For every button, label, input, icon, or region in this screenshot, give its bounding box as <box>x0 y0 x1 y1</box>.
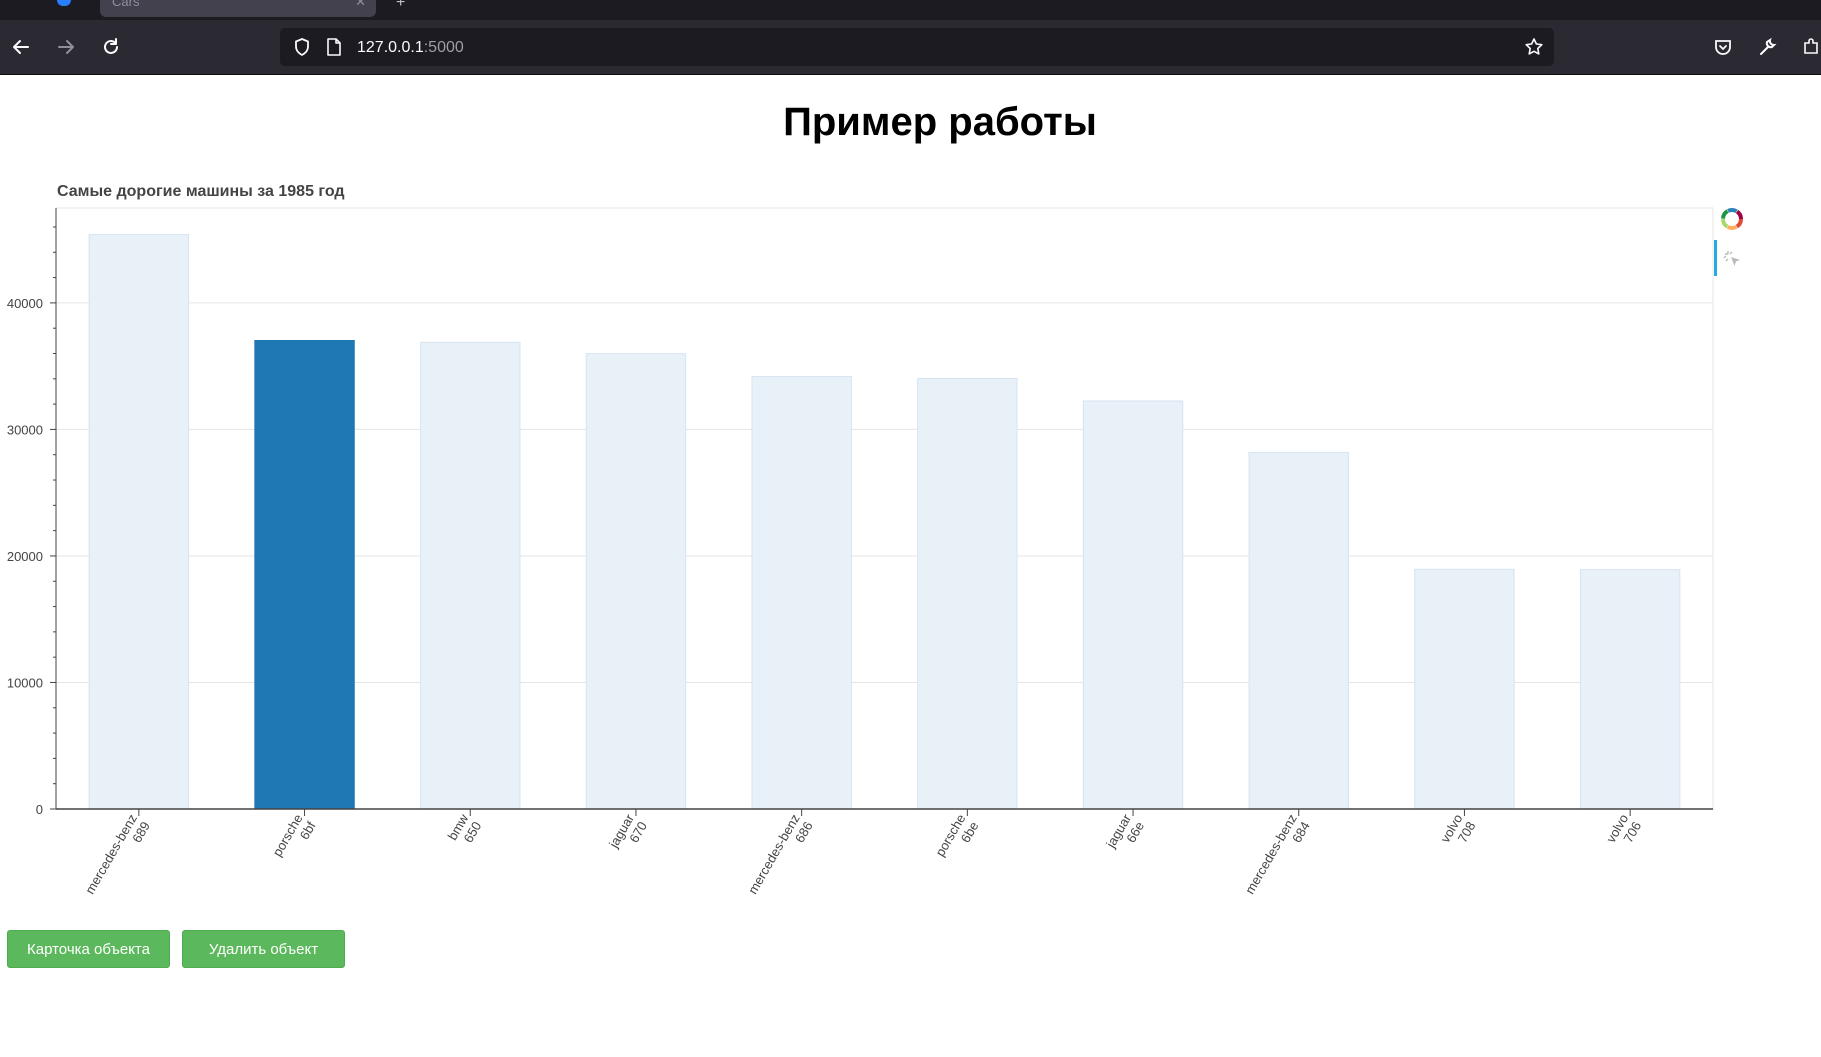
arrow-left-icon <box>13 40 29 54</box>
close-icon[interactable]: ✕ <box>355 0 366 9</box>
bar[interactable] <box>88 234 190 810</box>
bar[interactable] <box>751 375 852 810</box>
bar[interactable] <box>420 341 521 810</box>
forward-button[interactable] <box>53 34 79 60</box>
tools-button[interactable] <box>1755 34 1781 60</box>
page-icon[interactable] <box>325 37 343 57</box>
wrench-icon <box>1760 37 1777 55</box>
back-button[interactable] <box>8 34 34 60</box>
bar[interactable] <box>1414 568 1515 810</box>
reload-icon <box>104 38 118 54</box>
x-tick-label-make: mercedes-benz <box>1242 812 1300 897</box>
puzzle-icon <box>1804 38 1818 54</box>
navigation-bar: 127.0.0.1:5000 <box>0 20 1821 75</box>
browser-tab-bar: Cars ✕ + <box>0 0 1821 20</box>
url-text[interactable]: 127.0.0.1:5000 <box>357 39 464 56</box>
firefox-icon <box>57 0 71 6</box>
bar[interactable] <box>1579 569 1681 810</box>
pocket-icon <box>1715 40 1731 55</box>
object-card-button[interactable]: Карточка объекта <box>7 930 170 968</box>
bar[interactable] <box>1248 451 1349 810</box>
x-tick-label-make: mercedes-benz <box>745 812 803 897</box>
star-icon[interactable] <box>1524 37 1544 57</box>
bokeh-logo-icon[interactable] <box>1720 207 1744 231</box>
reload-button[interactable] <box>98 34 124 60</box>
pocket-button[interactable] <box>1710 34 1736 60</box>
chart-title: Самые дорогие машины за 1985 год <box>57 183 345 200</box>
bar[interactable] <box>1082 400 1184 810</box>
y-tick-label: 40000 <box>7 296 43 311</box>
arrow-right-icon <box>58 40 74 54</box>
hover-tool-icon[interactable] <box>1723 249 1743 269</box>
y-tick-label: 20000 <box>7 549 43 564</box>
delete-object-button[interactable]: Удалить объект <box>182 930 345 968</box>
bar[interactable] <box>917 377 1018 810</box>
page-title: Пример работы <box>783 100 1097 144</box>
active-tool-indicator <box>1714 240 1717 276</box>
url-bar[interactable]: 127.0.0.1:5000 <box>280 28 1554 66</box>
shield-icon[interactable] <box>292 37 312 57</box>
x-tick-label-make: mercedes-benz <box>82 812 140 897</box>
extensions-button[interactable] <box>1798 34 1821 60</box>
y-tick-label: 10000 <box>7 675 43 690</box>
browser-tab[interactable]: Cars ✕ <box>100 0 376 17</box>
tab-title: Cars <box>112 0 140 9</box>
y-tick-label: 30000 <box>7 422 43 437</box>
new-tab-icon[interactable]: + <box>396 0 406 11</box>
bar[interactable] <box>254 339 355 810</box>
bar[interactable] <box>585 353 687 810</box>
y-tick-label: 0 <box>36 802 43 817</box>
